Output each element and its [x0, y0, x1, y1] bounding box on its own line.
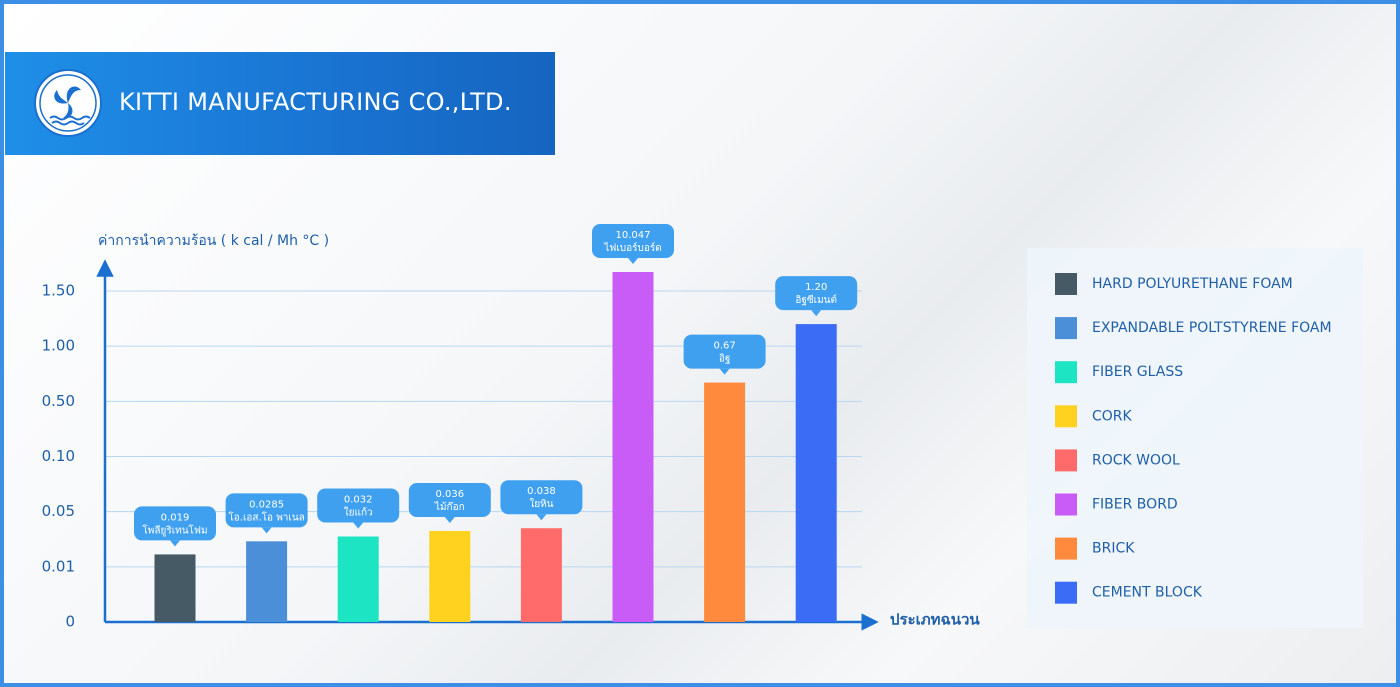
- value-bubble: [225, 493, 308, 528]
- bar: [612, 272, 654, 622]
- y-tick-label: 0.10: [42, 447, 75, 465]
- legend-swatch: [1055, 361, 1077, 384]
- legend-label: HARD POLYURETHANE FOAM: [1092, 276, 1293, 292]
- y-tick-label: 0: [65, 613, 75, 631]
- bar-name: ไฟเบอร์บอร์ด: [603, 242, 661, 254]
- y-tick-label: 1.00: [42, 337, 75, 355]
- y-axis-label: ค่าการนำความร้อน ( k cal / Mh °C ): [98, 233, 329, 249]
- bubble-pointer: [444, 516, 455, 523]
- value-label: 0.038: [527, 486, 556, 497]
- legend-label: FIBER GLASS: [1092, 364, 1183, 380]
- bar: [520, 528, 562, 622]
- value-label: 0.0285: [249, 499, 284, 510]
- bar-name: อิฐซีเมนต์: [795, 294, 837, 306]
- bubble-pointer: [811, 310, 822, 317]
- value-label: 1.20: [805, 282, 827, 293]
- value-bubble: [683, 334, 766, 369]
- value-bubble: [775, 276, 858, 311]
- company-name: KITTI MANUFACTURING CO.,LTD.: [119, 88, 512, 116]
- bar: [795, 324, 837, 622]
- value-bubble: [134, 506, 216, 541]
- bar: [154, 554, 196, 622]
- bubble-pointer: [628, 258, 638, 264]
- legend-swatch: [1055, 405, 1077, 428]
- y-tick-label: 0.01: [42, 557, 75, 575]
- bubble-pointer: [719, 368, 730, 375]
- legend-swatch: [1055, 449, 1077, 472]
- bubble-pointer: [536, 514, 547, 521]
- bar-name: โพลียูริเทนโฟม: [142, 523, 207, 536]
- value-label: 0.019: [161, 512, 190, 523]
- bar-name: อิฐ: [719, 354, 731, 365]
- bubble-pointer: [353, 522, 364, 529]
- y-tick-label: 0.50: [42, 392, 75, 410]
- value-bubble: [317, 488, 400, 523]
- x-axis-label: ประเภทฉนวน: [890, 611, 980, 629]
- y-tick-label: 0.05: [42, 502, 75, 520]
- bar: [429, 530, 471, 622]
- legend-label: CORK: [1092, 408, 1133, 424]
- bar-name: ใยหิน: [529, 498, 553, 510]
- legend-label: BRICK: [1092, 541, 1135, 557]
- legend-label: EXPANDABLE POLTSTYRENE FOAM: [1092, 320, 1332, 336]
- bar: [337, 536, 379, 622]
- bar-name: ใยแก้ว: [344, 506, 373, 518]
- legend-label: CEMENT BLOCK: [1092, 585, 1203, 601]
- bubble-pointer: [170, 540, 180, 547]
- legend-swatch: [1055, 581, 1077, 604]
- logo: [34, 69, 102, 137]
- value-label: 0.036: [435, 489, 464, 500]
- legend-swatch: [1055, 273, 1077, 295]
- value-bubble: [592, 224, 674, 258]
- legend-swatch: [1055, 317, 1077, 340]
- value-bubble: [500, 480, 583, 515]
- legend-swatch: [1055, 493, 1077, 516]
- value-bubble: [408, 482, 491, 517]
- bubble-pointer: [261, 527, 272, 534]
- legend-label: FIBER BORD: [1092, 497, 1178, 513]
- legend-label: ROCK WOOL: [1092, 452, 1180, 468]
- header-banner: KITTI MANUFACTURING CO.,LTD.: [5, 52, 555, 155]
- value-label: 0.032: [344, 494, 373, 505]
- y-tick-label: 1.50: [42, 282, 75, 300]
- bar-name: ไม้ก๊อก: [434, 501, 465, 513]
- bar: [246, 541, 288, 622]
- legend-panel: [1027, 248, 1363, 628]
- value-label: 0.67: [713, 341, 735, 352]
- bar: [704, 382, 746, 622]
- legend-swatch: [1055, 537, 1077, 560]
- bar-name: โอ.เอส.โอ พาเนล: [228, 510, 304, 523]
- value-label: 10.047: [616, 230, 651, 241]
